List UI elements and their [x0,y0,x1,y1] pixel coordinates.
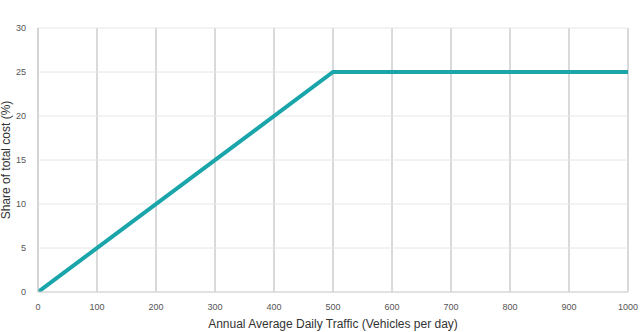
svg-text:0: 0 [21,287,26,297]
svg-text:0: 0 [35,302,40,312]
svg-text:1000: 1000 [618,302,634,312]
svg-text:700: 700 [443,302,458,312]
svg-text:30: 30 [16,23,26,33]
svg-text:500: 500 [325,302,340,312]
svg-text:Annual Average Daily Traffic (: Annual Average Daily Traffic (Vehicles p… [208,317,458,331]
svg-text:15: 15 [16,155,26,165]
svg-text:900: 900 [561,302,576,312]
svg-text:10: 10 [16,199,26,209]
svg-text:300: 300 [207,302,222,312]
svg-text:600: 600 [384,302,399,312]
svg-text:25: 25 [16,67,26,77]
svg-text:100: 100 [89,302,104,312]
svg-text:20: 20 [16,111,26,121]
svg-text:800: 800 [502,302,517,312]
svg-text:200: 200 [148,302,163,312]
svg-text:400: 400 [266,302,281,312]
svg-text:Share of total cost (%): Share of total cost (%) [8,101,13,220]
svg-text:5: 5 [21,243,26,253]
